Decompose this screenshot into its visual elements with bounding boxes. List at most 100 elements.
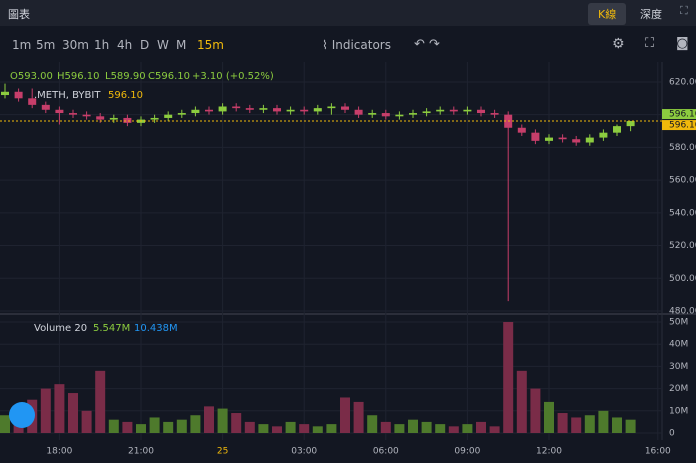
candle-body xyxy=(585,137,594,143)
volume-bar xyxy=(204,406,214,433)
volume-bar xyxy=(598,410,609,433)
volume-bar xyxy=(625,419,636,433)
tab[interactable]: 深度 xyxy=(640,8,662,21)
volume-bar xyxy=(95,370,106,433)
candle-body xyxy=(96,116,105,120)
candle-body xyxy=(150,117,159,120)
toolbar: ⌇ Indicators ↶ ↷ ⚙ ⛶ ◙ 1m 5m 30m 1h 4h D W M 15m xyxy=(0,32,696,58)
volume-bar xyxy=(571,417,582,433)
candle-body xyxy=(517,127,526,133)
x-tick-label: 25 xyxy=(217,447,228,457)
y-tick-label: 620.00 xyxy=(669,77,696,87)
settings[interactable]: ⚙ xyxy=(612,36,625,52)
volume-bar xyxy=(584,415,595,433)
interval[interactable]: M xyxy=(176,38,187,52)
price-label: 596.10 xyxy=(669,121,696,131)
indicators: Indicators xyxy=(331,38,391,52)
volume-bar xyxy=(516,370,527,433)
y-tick-label: 520.00 xyxy=(669,241,696,251)
y-tick-label: 500.00 xyxy=(669,274,696,284)
x-tick-label: 21:00 xyxy=(128,447,154,457)
interval[interactable]: W xyxy=(157,38,169,52)
candle-body xyxy=(14,91,23,99)
volume-bar xyxy=(108,419,119,433)
ohlc-value: O593.00 xyxy=(10,71,53,82)
candle-body xyxy=(191,109,200,114)
top-bar: 圖表 K線 深度 ⛶ xyxy=(0,0,696,26)
candle-body xyxy=(273,108,281,112)
interval[interactable]: 1h xyxy=(94,38,110,52)
interval[interactable]: 15m xyxy=(197,38,224,52)
volume-bar xyxy=(326,424,337,433)
volume-bar xyxy=(122,421,133,433)
candle-body xyxy=(449,109,458,112)
volume-bar xyxy=(40,388,51,433)
price-tag xyxy=(662,120,696,131)
interval[interactable]: 30m xyxy=(62,38,89,52)
tab[interactable]: K線 xyxy=(588,3,627,25)
candle-body xyxy=(613,126,621,133)
volume-bar xyxy=(489,426,500,433)
fullscreen[interactable]: ⛶ xyxy=(645,36,655,51)
candle-body xyxy=(245,108,254,110)
candle-body xyxy=(327,106,336,109)
volume-bar xyxy=(285,421,296,433)
candle-body xyxy=(599,132,608,138)
candle-body xyxy=(286,109,295,112)
candle-body xyxy=(490,113,499,115)
candle-body xyxy=(354,109,363,115)
candle-body xyxy=(381,113,390,117)
candle-body xyxy=(82,114,91,117)
candle-body xyxy=(259,108,268,110)
y-tick-label: 50M xyxy=(669,317,688,327)
expand-icon[interactable]: ⛶ xyxy=(680,4,688,17)
indicators-button[interactable]: ⌇ Indicators xyxy=(322,38,391,52)
y-tick-label: 540.00 xyxy=(669,208,696,218)
volume-value: 10.438M xyxy=(134,323,178,334)
interval[interactable]: 5m xyxy=(36,38,56,52)
interval[interactable]: 4h xyxy=(117,38,133,52)
candle-body xyxy=(28,98,37,105)
volume-bar xyxy=(544,401,554,433)
volume-bar xyxy=(462,424,473,433)
undo[interactable]: ↶ ↷ xyxy=(414,37,440,52)
candle-body xyxy=(463,109,472,112)
candle-body xyxy=(422,111,431,114)
interval[interactable]: D xyxy=(140,38,150,52)
symbol-price: 596.10 xyxy=(108,90,143,101)
volume-bar xyxy=(380,421,391,433)
candle-body xyxy=(436,109,445,112)
volume-bar xyxy=(408,419,418,433)
candle-body xyxy=(572,139,581,143)
symbol: .METH, BYBIT xyxy=(34,90,101,101)
candle-body xyxy=(109,117,118,120)
y-tick-label: 0 xyxy=(669,429,675,439)
x-tick-label: 12:00 xyxy=(536,447,562,457)
title: 圖表 xyxy=(8,8,30,21)
x-tick-label: 18:00 xyxy=(46,447,72,457)
x-tick-label: 09:00 xyxy=(454,447,480,457)
volume-bar xyxy=(176,419,187,433)
y-tick-label: 20M xyxy=(669,384,688,394)
price-tag xyxy=(662,109,696,120)
chart: 620.00600.00580.00560.00540.00520.00500.… xyxy=(0,62,696,457)
ohlc-value: +3.10 (+0.52%) xyxy=(192,71,274,82)
volume-bar xyxy=(557,413,568,433)
interval[interactable]: 1m xyxy=(12,38,32,52)
volume-bar xyxy=(448,426,459,433)
candle-body xyxy=(300,109,309,112)
candle-body xyxy=(545,137,553,141)
snapshot[interactable]: ◙ xyxy=(676,36,689,51)
volume-bar xyxy=(54,384,65,433)
ohlc-value: H596.10 xyxy=(57,71,100,82)
x-tick-label: 03:00 xyxy=(291,447,317,457)
volume-bar xyxy=(340,397,350,433)
candle-body xyxy=(69,113,77,115)
volume-bar xyxy=(217,408,228,433)
y-tick-label: 580.00 xyxy=(669,143,696,153)
volume-bar xyxy=(231,413,242,433)
volume-bar xyxy=(299,424,310,433)
y-tick-label: 480.00 xyxy=(669,307,696,317)
volume-bar xyxy=(136,424,146,433)
candle-body xyxy=(313,108,322,112)
